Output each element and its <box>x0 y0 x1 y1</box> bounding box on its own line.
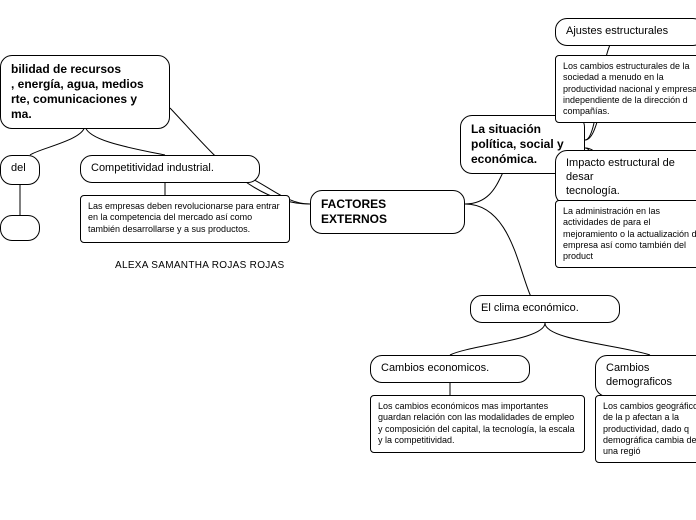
author-label: ALEXA SAMANTHA ROJAS ROJAS <box>115 260 285 271</box>
node-impacto: Impacto estructural de desar tecnología. <box>555 150 696 205</box>
node-resources: bilidad de recursos , energía, agua, med… <box>0 55 170 129</box>
node-cambios-demo: Cambios demograficos <box>595 355 696 397</box>
desc-competitividad: Las empresas deben revolucionarse para e… <box>80 195 290 243</box>
node-competitividad: Competitividad industrial. <box>80 155 260 183</box>
node-ajustes: Ajustes estructurales <box>555 18 696 46</box>
desc-ajustes: Los cambios estructurales de la sociedad… <box>555 55 696 123</box>
desc-cambios-econ: Los cambios económicos mas importantes g… <box>370 395 585 453</box>
node-clima: El clima económico. <box>470 295 620 323</box>
node-cambios-econ: Cambios economicos. <box>370 355 530 383</box>
center-node: FACTORES EXTERNOS <box>310 190 465 234</box>
desc-impacto: La administración en las actividades de … <box>555 200 696 268</box>
desc-cambios-demo: Los cambios geográficos de la p afectan … <box>595 395 696 463</box>
node-left-a: del <box>0 155 40 185</box>
node-left-b <box>0 215 40 241</box>
